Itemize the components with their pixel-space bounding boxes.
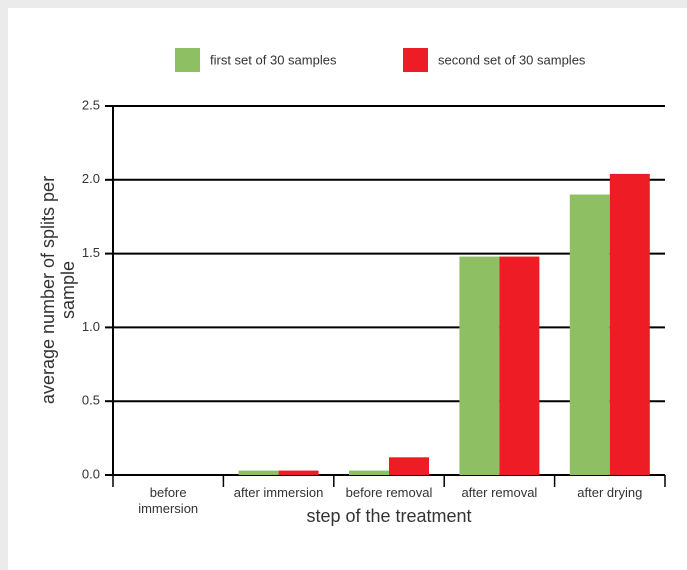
legend-label: first set of 30 samples bbox=[210, 52, 337, 67]
y-tick-label: 0.5 bbox=[82, 393, 100, 408]
bar bbox=[609, 173, 650, 475]
bar bbox=[499, 256, 540, 475]
x-axis-label: step of the treatment bbox=[306, 506, 472, 526]
bar bbox=[459, 256, 500, 475]
y-axis-label: average number of splits per sample bbox=[38, 175, 78, 405]
y-tick-label: 1.0 bbox=[82, 319, 100, 334]
x-tick-label: before immersion bbox=[138, 485, 199, 516]
bar bbox=[569, 194, 610, 475]
bar bbox=[349, 470, 389, 475]
y-tick-label: 2.0 bbox=[82, 171, 100, 186]
bar bbox=[389, 457, 429, 475]
bar bbox=[278, 470, 319, 475]
y-tick-label: 1.5 bbox=[82, 245, 100, 260]
bar bbox=[238, 470, 279, 475]
x-tick-label: after removal bbox=[461, 485, 538, 500]
y-tick-label: 0.0 bbox=[82, 466, 100, 481]
legend-label: second set of 30 samples bbox=[438, 52, 586, 67]
x-tick-label: after drying bbox=[577, 485, 643, 500]
x-tick-label: after immersion bbox=[233, 485, 324, 500]
y-tick-label: 2.5 bbox=[82, 97, 100, 112]
x-tick-label: before removal bbox=[345, 485, 433, 500]
legend-swatch bbox=[175, 48, 200, 72]
legend-swatch bbox=[403, 48, 428, 72]
